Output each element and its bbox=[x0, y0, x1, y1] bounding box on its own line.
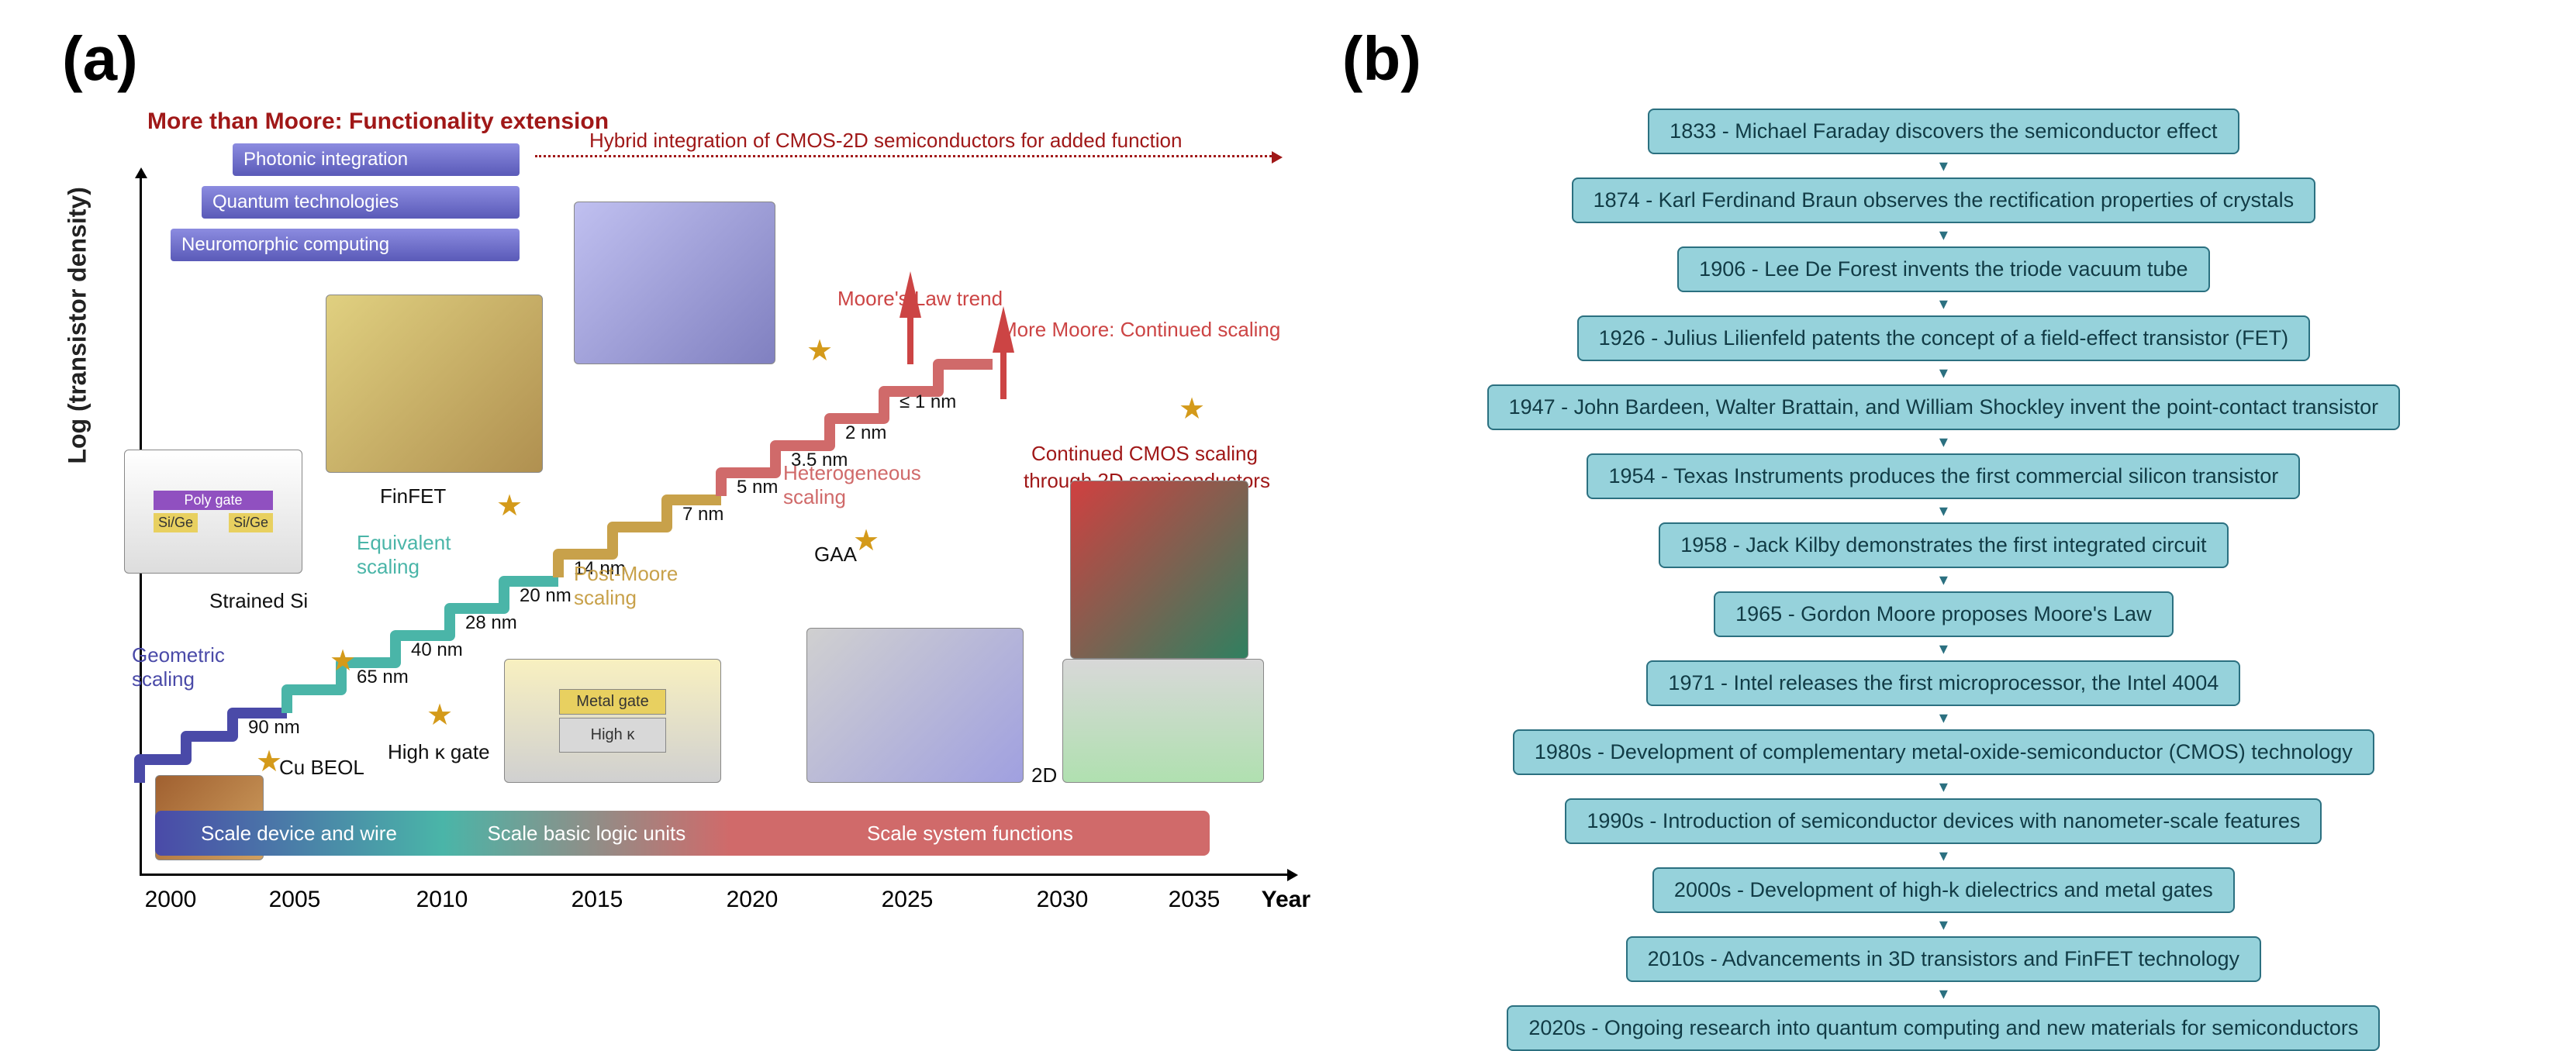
node-label: 7 nm bbox=[682, 504, 723, 526]
timeline-connector-icon: ▾ bbox=[1939, 847, 1948, 864]
x-tick: 2035 bbox=[1169, 887, 1221, 913]
timeline-item: 1874 - Karl Ferdinand Braun observes the… bbox=[1572, 177, 2315, 223]
annotation: Cu BEOL bbox=[279, 756, 364, 780]
x-tick: 2000 bbox=[145, 887, 197, 913]
annotation: High κ gate bbox=[388, 740, 490, 764]
timeline-connector-icon: ▾ bbox=[1939, 157, 1948, 174]
x-tick: 2030 bbox=[1037, 887, 1089, 913]
annotation: Strained Si bbox=[209, 589, 308, 613]
timeline-item: 1958 - Jack Kilby demonstrates the first… bbox=[1659, 522, 2228, 568]
node-label: ≤ 1 nm bbox=[900, 391, 956, 413]
chart-area: More than Moore: Functionality extension… bbox=[140, 101, 1303, 876]
star-icon: ★ bbox=[806, 333, 833, 368]
panel-b: (b) 1833 - Michael Faraday discovers the… bbox=[1342, 23, 2545, 956]
timeline-item: 1833 - Michael Faraday discovers the sem… bbox=[1648, 109, 2239, 154]
star-icon: ★ bbox=[496, 488, 523, 523]
timeline-item: 2010s - Advancements in 3D transistors a… bbox=[1626, 936, 2261, 982]
x-tick: 2015 bbox=[571, 887, 623, 913]
device-diagram bbox=[1070, 481, 1248, 659]
scale-segment: Scale system functions bbox=[730, 811, 1210, 856]
panel-b-label: (b) bbox=[1342, 23, 1421, 95]
timeline-connector-icon: ▾ bbox=[1939, 364, 1948, 381]
star-icon: ★ bbox=[426, 698, 453, 732]
star-icon: ★ bbox=[256, 744, 282, 779]
node-label: 2 nm bbox=[845, 422, 886, 444]
node-label: 90 nm bbox=[248, 717, 300, 739]
timeline-item: 1980s - Development of complementary met… bbox=[1513, 729, 2374, 775]
x-axis-label: Year bbox=[1262, 887, 1310, 913]
timeline-item: 1954 - Texas Instruments produces the fi… bbox=[1587, 453, 2300, 499]
y-axis-label: Log (transistor density) bbox=[64, 187, 92, 463]
device-diagram bbox=[806, 628, 1024, 783]
annotation: Continued CMOS scaling bbox=[1031, 442, 1258, 466]
panel-a: (a) Log (transistor density) More than M… bbox=[31, 23, 1342, 956]
panel-a-label: (a) bbox=[62, 23, 138, 95]
timeline-item: 1990s - Introduction of semiconductor de… bbox=[1565, 798, 2322, 844]
star-icon: ★ bbox=[330, 643, 356, 678]
annotation: More Moore: Continued scaling bbox=[1000, 318, 1280, 342]
timeline-connector-icon: ▾ bbox=[1939, 433, 1948, 450]
phase-label-geometric: Geometric scaling bbox=[132, 643, 225, 691]
node-label: 20 nm bbox=[520, 585, 571, 607]
phase-label-equivalent: Equivalent scaling bbox=[357, 531, 451, 579]
phase-label-postmoore: Post-Moore scaling bbox=[574, 562, 678, 610]
timeline: 1833 - Michael Faraday discovers the sem… bbox=[1487, 109, 2401, 1051]
timeline-item: 1965 - Gordon Moore proposes Moore's Law bbox=[1714, 591, 2173, 637]
timeline-connector-icon: ▾ bbox=[1939, 295, 1948, 312]
device-diagram: Poly gateSi/GeSi/Ge bbox=[124, 450, 302, 574]
star-icon: ★ bbox=[1179, 391, 1205, 426]
star-icon: ★ bbox=[853, 523, 879, 558]
node-label: 28 nm bbox=[465, 612, 517, 634]
timeline-item: 1906 - Lee De Forest invents the triode … bbox=[1677, 246, 2209, 292]
timeline-connector-icon: ▾ bbox=[1939, 916, 1948, 933]
device-diagram: Metal gateHigh κ bbox=[504, 659, 721, 783]
timeline-item: 1926 - Julius Lilienfeld patents the con… bbox=[1577, 315, 2310, 361]
annotation: FinFET bbox=[380, 484, 446, 508]
timeline-item: 1971 - Intel releases the first micropro… bbox=[1646, 660, 2240, 706]
timeline-connector-icon: ▾ bbox=[1939, 985, 1948, 1002]
timeline-connector-icon: ▾ bbox=[1939, 226, 1948, 243]
node-label: 65 nm bbox=[357, 667, 409, 688]
device-diagram bbox=[1062, 659, 1264, 783]
timeline-item: 2000s - Development of high-k dielectric… bbox=[1652, 867, 2235, 913]
up-arrow-icon bbox=[993, 306, 1014, 353]
timeline-connector-icon: ▾ bbox=[1939, 502, 1948, 519]
node-label: 5 nm bbox=[737, 477, 778, 498]
phase-label-heterogeneous: Heterogeneous scaling bbox=[783, 461, 921, 509]
device-diagram bbox=[574, 202, 775, 364]
node-label: 40 nm bbox=[411, 639, 463, 661]
timeline-connector-icon: ▾ bbox=[1939, 778, 1948, 795]
scale-segment: Scale device and wire bbox=[155, 811, 443, 856]
timeline-connector-icon: ▾ bbox=[1939, 571, 1948, 588]
x-tick: 2025 bbox=[882, 887, 934, 913]
timeline-connector-icon: ▾ bbox=[1939, 640, 1948, 657]
x-tick: 2020 bbox=[727, 887, 779, 913]
x-tick: 2010 bbox=[416, 887, 468, 913]
timeline-item: 2020s - Ongoing research into quantum co… bbox=[1507, 1005, 2380, 1051]
scale-segment: Scale basic logic units bbox=[443, 811, 730, 856]
timeline-connector-icon: ▾ bbox=[1939, 709, 1948, 726]
timeline-item: 1947 - John Bardeen, Walter Brattain, an… bbox=[1487, 384, 2401, 430]
up-arrow-icon bbox=[900, 271, 921, 318]
x-tick: 2005 bbox=[269, 887, 321, 913]
scale-bar: Scale device and wireScale basic logic u… bbox=[155, 811, 1210, 856]
device-diagram bbox=[326, 295, 543, 473]
annotation: GAA bbox=[814, 543, 857, 567]
